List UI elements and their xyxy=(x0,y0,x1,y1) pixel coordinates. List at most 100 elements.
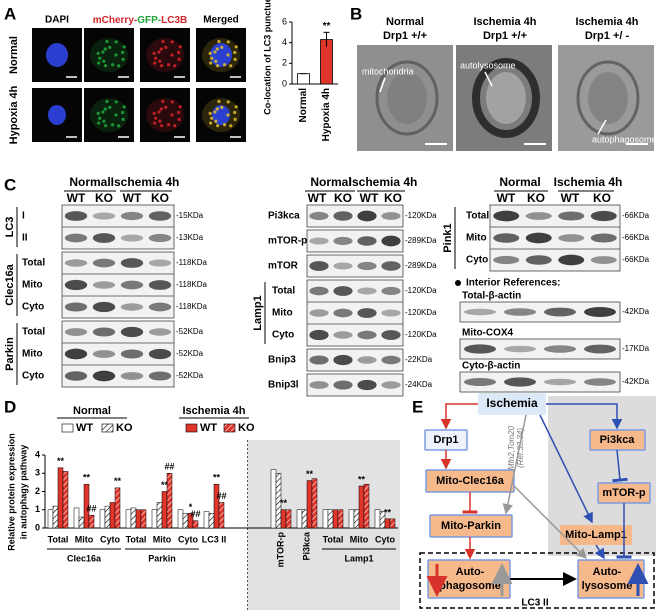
punctum xyxy=(117,64,121,68)
annotation: ** xyxy=(323,21,331,32)
punctum xyxy=(208,51,212,55)
bar xyxy=(348,509,355,529)
bar xyxy=(358,485,365,529)
legend-swatch xyxy=(61,423,74,433)
punctum xyxy=(213,50,217,54)
column-title: Drp1 +/ - xyxy=(585,30,630,42)
punctum xyxy=(170,100,174,104)
blot-band xyxy=(584,307,616,317)
blot-band xyxy=(590,210,617,222)
blot xyxy=(459,371,621,393)
condition-label: Ischemia 4h xyxy=(111,175,180,189)
bar xyxy=(52,505,59,529)
column-title: Drp1 +/+ xyxy=(383,30,427,42)
node-box xyxy=(560,525,632,545)
condition-label: Normal xyxy=(499,175,540,189)
punctum xyxy=(152,111,156,115)
arrow xyxy=(502,414,527,515)
bar xyxy=(125,509,132,529)
blot-band xyxy=(590,256,617,264)
x-tick-label: Total xyxy=(126,534,147,544)
arrow xyxy=(539,414,593,524)
y-tick-label: 1 xyxy=(35,504,40,514)
genotype-label: WT xyxy=(497,191,516,205)
panel-label: C xyxy=(4,175,16,194)
protein-label: Parkin xyxy=(4,337,16,371)
punctum xyxy=(222,63,227,67)
nucleus xyxy=(48,105,66,125)
punctum xyxy=(114,40,118,44)
kda-label: -66KDa xyxy=(622,211,650,220)
blot-band xyxy=(120,258,144,268)
bar xyxy=(311,478,318,529)
bar xyxy=(47,509,54,529)
kda-label: -289KDa xyxy=(405,261,437,270)
punctum xyxy=(214,119,218,123)
annotation: ## xyxy=(164,462,174,472)
punctum xyxy=(233,117,237,121)
kda-label: -52KDa xyxy=(176,327,204,336)
annotation: ** xyxy=(161,480,169,490)
punctum xyxy=(234,105,238,109)
bar xyxy=(203,511,210,529)
column-title: Ischemia 4h xyxy=(474,16,537,28)
punctum xyxy=(217,99,221,104)
punctum xyxy=(114,113,118,117)
ref-label: Mfn2,Tom20 xyxy=(507,425,516,470)
blot-band xyxy=(464,344,496,354)
y-axis-title: Co-location of LC3 punctue xyxy=(262,0,272,115)
annotation: * xyxy=(189,502,193,512)
blot-band xyxy=(148,211,172,221)
blot-band xyxy=(493,233,520,243)
punctum xyxy=(154,116,158,120)
node-label: Mito-Clec16a xyxy=(436,475,505,487)
organelle-core xyxy=(588,72,628,124)
protein-label: Pi3kca xyxy=(268,211,300,222)
annotation: ## xyxy=(216,491,226,501)
punctum xyxy=(114,100,118,104)
fraction-label: Total xyxy=(22,327,45,338)
channel-label: mCherry-GFP-LC3B xyxy=(93,15,187,26)
x-tick-label: LC3 II xyxy=(202,534,227,544)
blot-band xyxy=(357,261,377,271)
reference-label: Cyto-β-actin xyxy=(462,361,520,372)
punctum xyxy=(233,50,237,55)
punctum xyxy=(217,39,221,44)
fraction-label: Cyto xyxy=(466,255,488,266)
punctum xyxy=(234,45,238,49)
kda-label: -120KDa xyxy=(405,211,437,220)
kda-label: -17KDa xyxy=(622,344,650,353)
blot-band xyxy=(558,211,585,221)
punctum xyxy=(110,123,115,127)
x-tick-label: Total xyxy=(323,534,344,544)
bar xyxy=(285,509,292,529)
annotation: ** xyxy=(213,473,221,483)
blot-band xyxy=(504,377,536,387)
punctum xyxy=(216,124,220,128)
blot-band xyxy=(464,308,496,316)
punctum xyxy=(122,105,126,109)
genotype-label: WT xyxy=(360,191,379,205)
punctum xyxy=(102,119,106,123)
punctum xyxy=(160,64,164,68)
punctum xyxy=(170,53,174,57)
node-label: Pi3kca xyxy=(600,434,636,446)
punctum xyxy=(173,64,177,68)
punctum xyxy=(121,117,125,121)
annotation: ## xyxy=(190,509,200,519)
bar xyxy=(389,518,396,529)
condition-label: Normal xyxy=(69,175,110,189)
punctum xyxy=(209,61,213,65)
blot-band xyxy=(64,371,88,381)
column-title: Normal xyxy=(386,16,424,28)
blot-band xyxy=(92,350,116,358)
fraction-label: Total xyxy=(22,258,45,269)
bar xyxy=(166,473,173,529)
fraction-label: Total xyxy=(272,286,295,297)
punctum xyxy=(98,56,102,60)
condition-label: Normal xyxy=(310,175,351,189)
kda-label: -22KDa xyxy=(405,355,433,364)
annotation: ** xyxy=(83,473,91,483)
x-tick-label: Mito xyxy=(75,534,94,544)
group-label: Clec16a xyxy=(67,553,102,563)
